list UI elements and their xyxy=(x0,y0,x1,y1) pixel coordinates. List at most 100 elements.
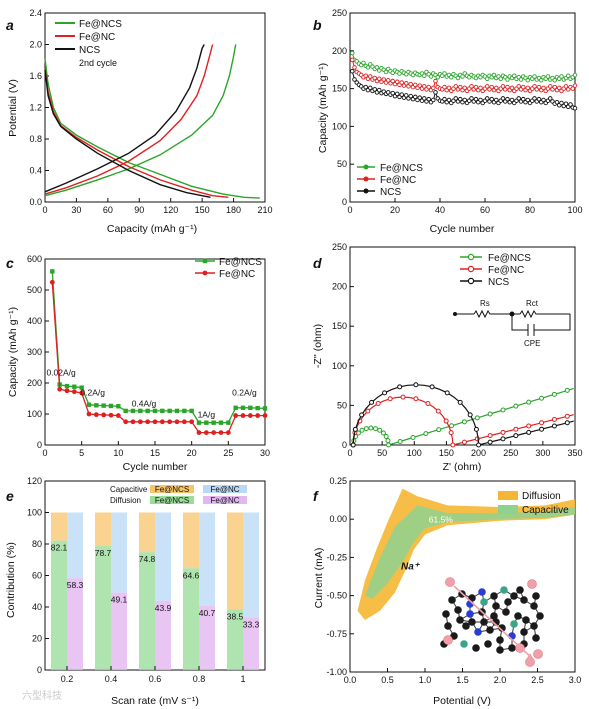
atom xyxy=(500,586,508,594)
data-point xyxy=(489,84,495,90)
atom xyxy=(532,634,540,642)
x-tick-label: 2.0 xyxy=(494,675,507,685)
bar-value-label: 74.8 xyxy=(139,554,156,564)
bar-diffusion xyxy=(155,512,171,601)
data-point xyxy=(218,430,224,435)
panel-letter: c xyxy=(6,255,14,271)
data-point xyxy=(352,65,357,70)
data-point xyxy=(491,72,497,78)
y-tick-label: 0.0 xyxy=(29,197,42,207)
capacitive-area xyxy=(365,505,575,599)
series-line-discharge xyxy=(44,69,211,198)
data-point xyxy=(71,389,77,395)
data-point xyxy=(552,84,558,90)
rate-annotation: 0.2A/g xyxy=(232,387,257,397)
data-point xyxy=(559,74,564,79)
data-point xyxy=(505,96,510,102)
bar-capacitive xyxy=(199,605,215,670)
data-point xyxy=(101,403,106,408)
x-axis-label: Z' (ohm) xyxy=(443,461,482,473)
plot-frame xyxy=(44,258,266,446)
data-point xyxy=(449,75,454,80)
data-point xyxy=(431,85,436,91)
atom xyxy=(496,636,504,644)
data-point xyxy=(473,84,479,90)
na-ion xyxy=(533,649,543,659)
data-point xyxy=(408,81,414,87)
y-tick-label: -0.25 xyxy=(326,552,347,562)
x-tick-label: 60 xyxy=(103,205,113,215)
data-point xyxy=(551,417,557,423)
data-point xyxy=(494,85,499,91)
atom xyxy=(530,622,538,630)
bar-capacitive xyxy=(51,540,67,670)
data-point xyxy=(551,391,557,397)
x-tick-label: 30 xyxy=(260,448,270,458)
data-point xyxy=(539,426,545,432)
x-tick-label: 90 xyxy=(134,205,144,215)
atom xyxy=(480,618,488,626)
data-point xyxy=(167,408,172,414)
x-tick-label: 0.5 xyxy=(381,675,394,685)
x-tick-label: 20 xyxy=(390,205,400,215)
data-point xyxy=(372,75,378,81)
data-point xyxy=(541,97,546,103)
data-point xyxy=(380,430,386,436)
data-point xyxy=(564,420,570,426)
data-point xyxy=(526,423,532,429)
legend-label: Capacitive xyxy=(522,505,569,516)
bar-value-label: 49.1 xyxy=(111,595,128,605)
x-tick-label: 20 xyxy=(187,448,197,458)
series-line-charge xyxy=(44,44,237,197)
data-point xyxy=(369,399,375,405)
data-point xyxy=(413,396,419,402)
series-line-charge xyxy=(44,44,214,195)
data-point xyxy=(474,415,480,421)
y-tick-label: 0 xyxy=(37,440,42,450)
data-point xyxy=(521,96,526,102)
data-point xyxy=(458,96,463,102)
y-tick-label: 1.2 xyxy=(29,103,42,113)
data-point xyxy=(444,390,450,396)
data-point xyxy=(563,101,569,106)
y-tick-label: 300 xyxy=(27,347,42,357)
legend-label: Fe@NC xyxy=(210,496,239,505)
data-point xyxy=(559,100,564,106)
data-point xyxy=(211,430,217,435)
data-point xyxy=(413,94,418,100)
data-point xyxy=(548,84,553,89)
y-tick-label: 150 xyxy=(332,321,347,331)
data-point xyxy=(526,399,532,405)
data-point xyxy=(375,401,381,407)
annotation-cycle: 2nd cycle xyxy=(79,58,117,68)
y-tick-label: 0.25 xyxy=(329,476,347,486)
y-tick-label: -0.50 xyxy=(326,591,347,601)
atom xyxy=(454,606,462,614)
axes-e: 0 20 40 60 80 100 120 82.1 58.3 0.2 78.7 49.1 0.4 74.… xyxy=(27,476,266,684)
y-tick-label: 1.6 xyxy=(29,71,42,81)
legend-heading-capacitive: Capacitive xyxy=(110,485,148,494)
series-line-charge xyxy=(44,44,205,193)
data-point xyxy=(167,419,173,425)
atom xyxy=(484,640,492,648)
x-tick-label: 0 xyxy=(42,448,47,458)
data-point xyxy=(431,97,436,103)
legend-label: Fe@NC xyxy=(380,175,416,186)
legend-marker xyxy=(363,188,369,194)
data-point xyxy=(572,83,578,88)
rate-annotation: 0.2A/g xyxy=(80,387,105,397)
data-point xyxy=(93,412,99,418)
data-point xyxy=(368,425,374,431)
data-point xyxy=(422,73,427,78)
atom xyxy=(498,624,506,632)
data-point xyxy=(455,75,461,81)
data-point xyxy=(433,90,438,95)
x-tick-label: 0.8 xyxy=(193,674,206,684)
data-point xyxy=(248,405,253,410)
legend-label: Diffusion xyxy=(522,491,561,502)
data-point xyxy=(516,84,522,89)
panel-letter: f xyxy=(313,488,319,504)
data-point xyxy=(476,442,482,448)
x-tick-label: 200 xyxy=(471,448,486,458)
data-point xyxy=(116,404,121,409)
